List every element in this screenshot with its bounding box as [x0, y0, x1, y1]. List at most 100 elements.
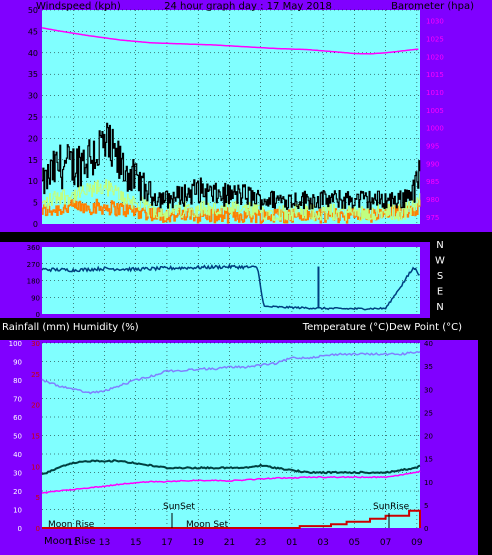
x-tick-label: 03 [317, 538, 328, 548]
tick-label: 15 [424, 456, 433, 464]
tick-label: 10 [13, 507, 22, 515]
x-tick-label: 07 [380, 232, 391, 242]
tick-label: 60 [13, 414, 22, 422]
tick-label: 0 [424, 525, 428, 533]
tick-label: 360 [27, 244, 40, 252]
moonrise-left-label: Moon Rise [48, 520, 95, 530]
tick-label: 10 [424, 479, 433, 487]
tick-label: 1005 [426, 107, 444, 115]
x-tick-label: 01 [286, 538, 297, 548]
x-tick-label: 17 [161, 232, 172, 242]
tick-label: 30 [31, 340, 40, 348]
tick-label: 40 [424, 340, 433, 348]
tick-label: 10 [28, 177, 38, 186]
x-tick-label: 05 [349, 232, 360, 242]
black-gap-mid [0, 318, 492, 340]
compass-label: N [436, 302, 443, 313]
ticks-wind-left: 0 5 10 15 20 25 30 35 40 45 50 [28, 6, 38, 229]
grid-dir [42, 247, 420, 314]
tick-label: 35 [28, 70, 38, 79]
tick-label: 80 [13, 377, 22, 385]
tick-label: 1015 [426, 71, 444, 79]
lower-header-right: Temperature (°C)Dew Point (°C) [302, 322, 462, 333]
ticks-temp-right: 0 5 10 15 20 25 30 35 40 [424, 340, 433, 533]
grid-temp [42, 342, 420, 528]
humidity-line [41, 350, 421, 395]
plot-temp-bg [42, 343, 420, 528]
tick-label: 15 [31, 433, 40, 441]
barometer-line [41, 27, 419, 55]
wind-light-line [42, 179, 421, 222]
lower-header-left: Rainfall (mm) Humidity (%) [2, 322, 139, 333]
compass-label: S [437, 271, 443, 282]
tick-label: 25 [424, 409, 433, 417]
rainfall-line [42, 509, 421, 529]
ticks-wind-right: 975 980 985 990 995 1000 1005 1010 1015 1020 1025 1… [426, 18, 444, 222]
black-right-strip [430, 242, 492, 318]
sunrise-label: SunRise [373, 502, 410, 512]
sunset-label: SunSet [163, 502, 195, 512]
tick-label: 990 [426, 160, 439, 168]
tick-label: 30 [13, 470, 22, 478]
tick-label: 270 [27, 261, 40, 269]
tick-label: 985 [426, 178, 439, 186]
ticks-dir-left: 0 90 180 270 360 [27, 244, 40, 319]
x-tick-label: 15 [130, 232, 141, 242]
wind-avg-line [42, 122, 421, 210]
tick-label: 0 [36, 311, 40, 319]
xticks-top: 11 13 15 17 19 21 23 01 03 05 07 09 [68, 232, 423, 242]
tick-label: 980 [426, 196, 439, 204]
tick-label: 25 [28, 113, 38, 122]
x-tick-label: 13 [99, 538, 110, 548]
ticks-rain-left: 0 5 10 15 20 25 30 [31, 340, 40, 533]
wind-avg-series [42, 122, 421, 210]
ticks-temp-left: 0 10 20 30 40 50 60 70 80 90 100 [9, 340, 22, 533]
x-tick-label: 23 [255, 232, 266, 242]
moonset-label: Moon Set [186, 520, 229, 530]
tick-label: 100 [9, 340, 22, 348]
tick-label: 1010 [426, 89, 444, 97]
compass-label: N [436, 240, 443, 251]
tick-label: 70 [13, 396, 22, 404]
tick-label: 0 [33, 220, 38, 229]
tick-label: 45 [28, 27, 38, 36]
x-tick-label: 11 [68, 538, 79, 548]
tick-label: 0 [36, 525, 40, 533]
tick-label: 180 [27, 278, 40, 286]
tick-label: 20 [13, 488, 22, 496]
x-tick-label: 21 [224, 232, 235, 242]
tick-label: 40 [13, 451, 22, 459]
x-tick-label: 09 [411, 538, 423, 548]
x-tick-label: 09 [411, 232, 423, 242]
x-tick-label: 23 [255, 538, 266, 548]
compass-label: W [435, 256, 445, 267]
tick-label: 20 [424, 433, 433, 441]
x-tick-label: 21 [224, 538, 235, 548]
dewpoint-line [41, 470, 421, 494]
compass-label: E [437, 287, 443, 298]
black-gap-top [0, 232, 492, 242]
tick-label: 1030 [426, 18, 444, 26]
tick-label: 5 [33, 199, 38, 208]
tick-label: 30 [424, 386, 433, 394]
xticks-bottom: 11 13 15 17 19 21 23 01 03 05 07 09 [68, 538, 423, 548]
x-tick-label: 19 [192, 232, 204, 242]
tick-label: 1000 [426, 125, 444, 133]
x-tick-label: 19 [192, 538, 204, 548]
plot-dir-bg [42, 247, 420, 314]
x-tick-label: 05 [349, 538, 360, 548]
tick-label: 25 [31, 371, 40, 379]
black-bottom-right [478, 340, 492, 555]
header-left: Windspeed (kph) [36, 1, 121, 12]
tick-label: 50 [28, 6, 38, 15]
tick-label: 20 [31, 402, 40, 410]
header-center: 24 hour graph day : 17 May 2018 [164, 1, 332, 12]
tick-label: 1025 [426, 36, 444, 44]
x-tick-label: 07 [380, 538, 391, 548]
tick-label: 50 [13, 433, 22, 441]
tick-label: 90 [31, 294, 40, 302]
tick-label: 0 [18, 525, 22, 533]
tick-label: 40 [28, 49, 38, 58]
